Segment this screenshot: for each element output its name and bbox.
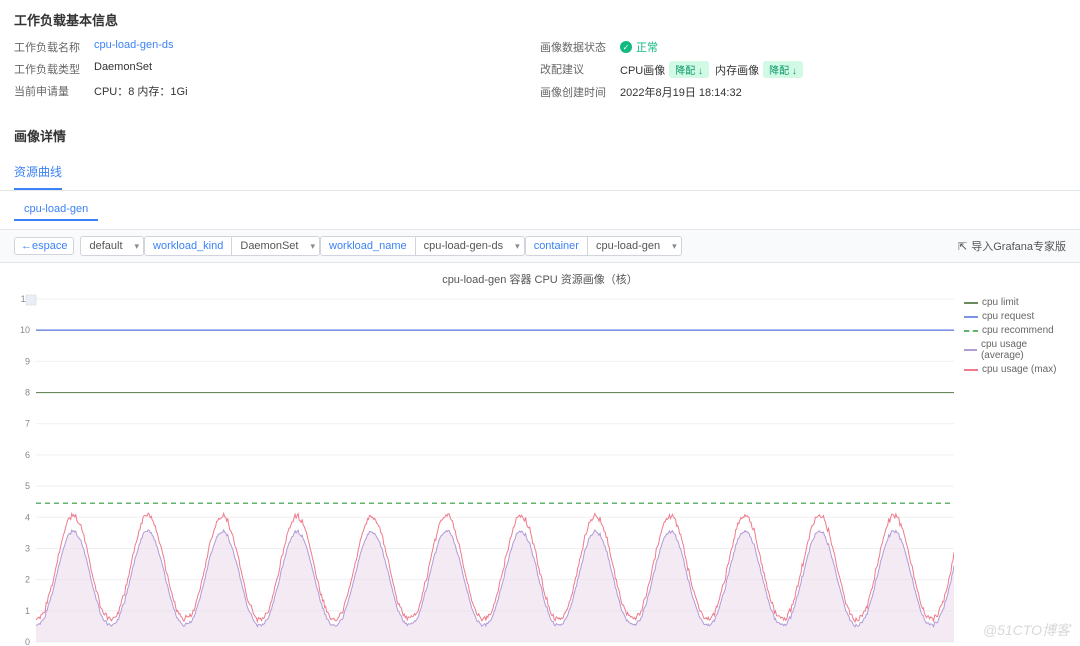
detail-title: 画像详情 (14, 126, 1066, 145)
workload-name-label: 工作负载名称 (14, 39, 94, 55)
chevron-down-icon: ▾ (131, 241, 144, 252)
workload-type-value: DaemonSet (94, 61, 152, 77)
filter-workload_name[interactable]: workload_namecpu-load-gen-ds▾ (320, 236, 525, 256)
svg-text:8: 8 (25, 388, 30, 398)
basic-info-grid: 工作负载名称cpu-load-gen-ds 工作负载类型DaemonSet 当前… (14, 39, 1066, 106)
svg-text:9: 9 (25, 356, 30, 366)
toolbar: ←espace default▾workload_kindDaemonSet▾w… (0, 229, 1080, 263)
create-time-label: 画像创建时间 (540, 84, 620, 100)
basic-info-left: 工作负载名称cpu-load-gen-ds 工作负载类型DaemonSet 当前… (14, 39, 540, 106)
profile-status-label: 画像数据状态 (540, 39, 620, 55)
current-request-label: 当前申请量 (14, 83, 94, 99)
svg-text:5: 5 (25, 481, 30, 491)
mem-badge: 降配 ↓ (763, 61, 803, 78)
svg-text:1: 1 (25, 606, 30, 616)
chevron-down-icon: ▾ (306, 241, 319, 252)
basic-info-title: 工作负载基本信息 (14, 10, 1066, 29)
tab-resource-curve[interactable]: 资源曲线 (14, 155, 62, 190)
legend-item[interactable]: cpu recommend (964, 325, 1066, 336)
status-ok: ✓ 正常 (620, 39, 658, 55)
status-text: 正常 (636, 39, 658, 55)
chart-legend: cpu limit cpu request cpu recommend cpu usa… (956, 291, 1066, 646)
filter-namespace[interactable]: default▾ (80, 236, 144, 256)
basic-info-right: 画像数据状态✓ 正常 改配建议CPU画像降配 ↓ 内存画像降配 ↓ 画像创建时间2… (540, 39, 1066, 106)
chart-title: cpu-load-gen 容器 CPU 资源画像（核） (14, 271, 1066, 287)
filter-container[interactable]: containercpu-load-gen▾ (525, 236, 682, 256)
external-link-icon: ⇱ (958, 240, 967, 253)
detail-section: 画像详情 (0, 116, 1080, 145)
chevron-down-icon: ▾ (511, 241, 524, 252)
svg-text:4: 4 (25, 512, 30, 522)
svg-text:6: 6 (25, 450, 30, 460)
chevron-down-icon: ▾ (668, 241, 681, 252)
create-time-value: 2022年8月19日 18:14:32 (620, 84, 742, 100)
tabs: 资源曲线 (0, 155, 1080, 191)
filter-workload_kind[interactable]: workload_kindDaemonSet▾ (144, 236, 320, 256)
svg-text:2: 2 (25, 575, 30, 585)
basic-info-section: 工作负载基本信息 工作负载名称cpu-load-gen-ds 工作负载类型Dae… (0, 0, 1080, 116)
svg-text:7: 7 (25, 419, 30, 429)
svg-text:0: 0 (25, 637, 30, 646)
suggest-label: 改配建议 (540, 61, 620, 78)
svg-text:3: 3 (25, 543, 30, 553)
legend-item[interactable]: cpu request (964, 311, 1066, 322)
cpu-badge: 降配 ↓ (669, 61, 709, 78)
suggest-value: CPU画像降配 ↓ 内存画像降配 ↓ (620, 61, 803, 78)
svg-text:10: 10 (20, 325, 30, 335)
chart-plot: 01234567891011 (14, 291, 956, 646)
check-icon: ✓ (620, 41, 632, 53)
legend-item[interactable]: cpu limit (964, 297, 1066, 308)
subtabs: cpu-load-gen (0, 191, 1080, 229)
current-request-value: CPU：8 内存：1Gi (94, 83, 188, 99)
chart-panel: cpu-load-gen 容器 CPU 资源画像（核） 0 1 2 3 4 5 6 7 8 9 10… (0, 263, 1080, 646)
arrow-left-icon: ← (21, 240, 32, 252)
workload-type-label: 工作负载类型 (14, 61, 94, 77)
subtab-cpu-load-gen[interactable]: cpu-load-gen (14, 199, 98, 221)
legend-item[interactable]: cpu usage (max) (964, 364, 1066, 375)
grafana-import-link[interactable]: ⇱导入Grafana专家版 (958, 238, 1066, 254)
legend-item[interactable]: cpu usage (average) (964, 339, 1066, 361)
workload-name-link[interactable]: cpu-load-gen-ds (94, 39, 174, 55)
back-button[interactable]: ←espace (14, 237, 74, 255)
